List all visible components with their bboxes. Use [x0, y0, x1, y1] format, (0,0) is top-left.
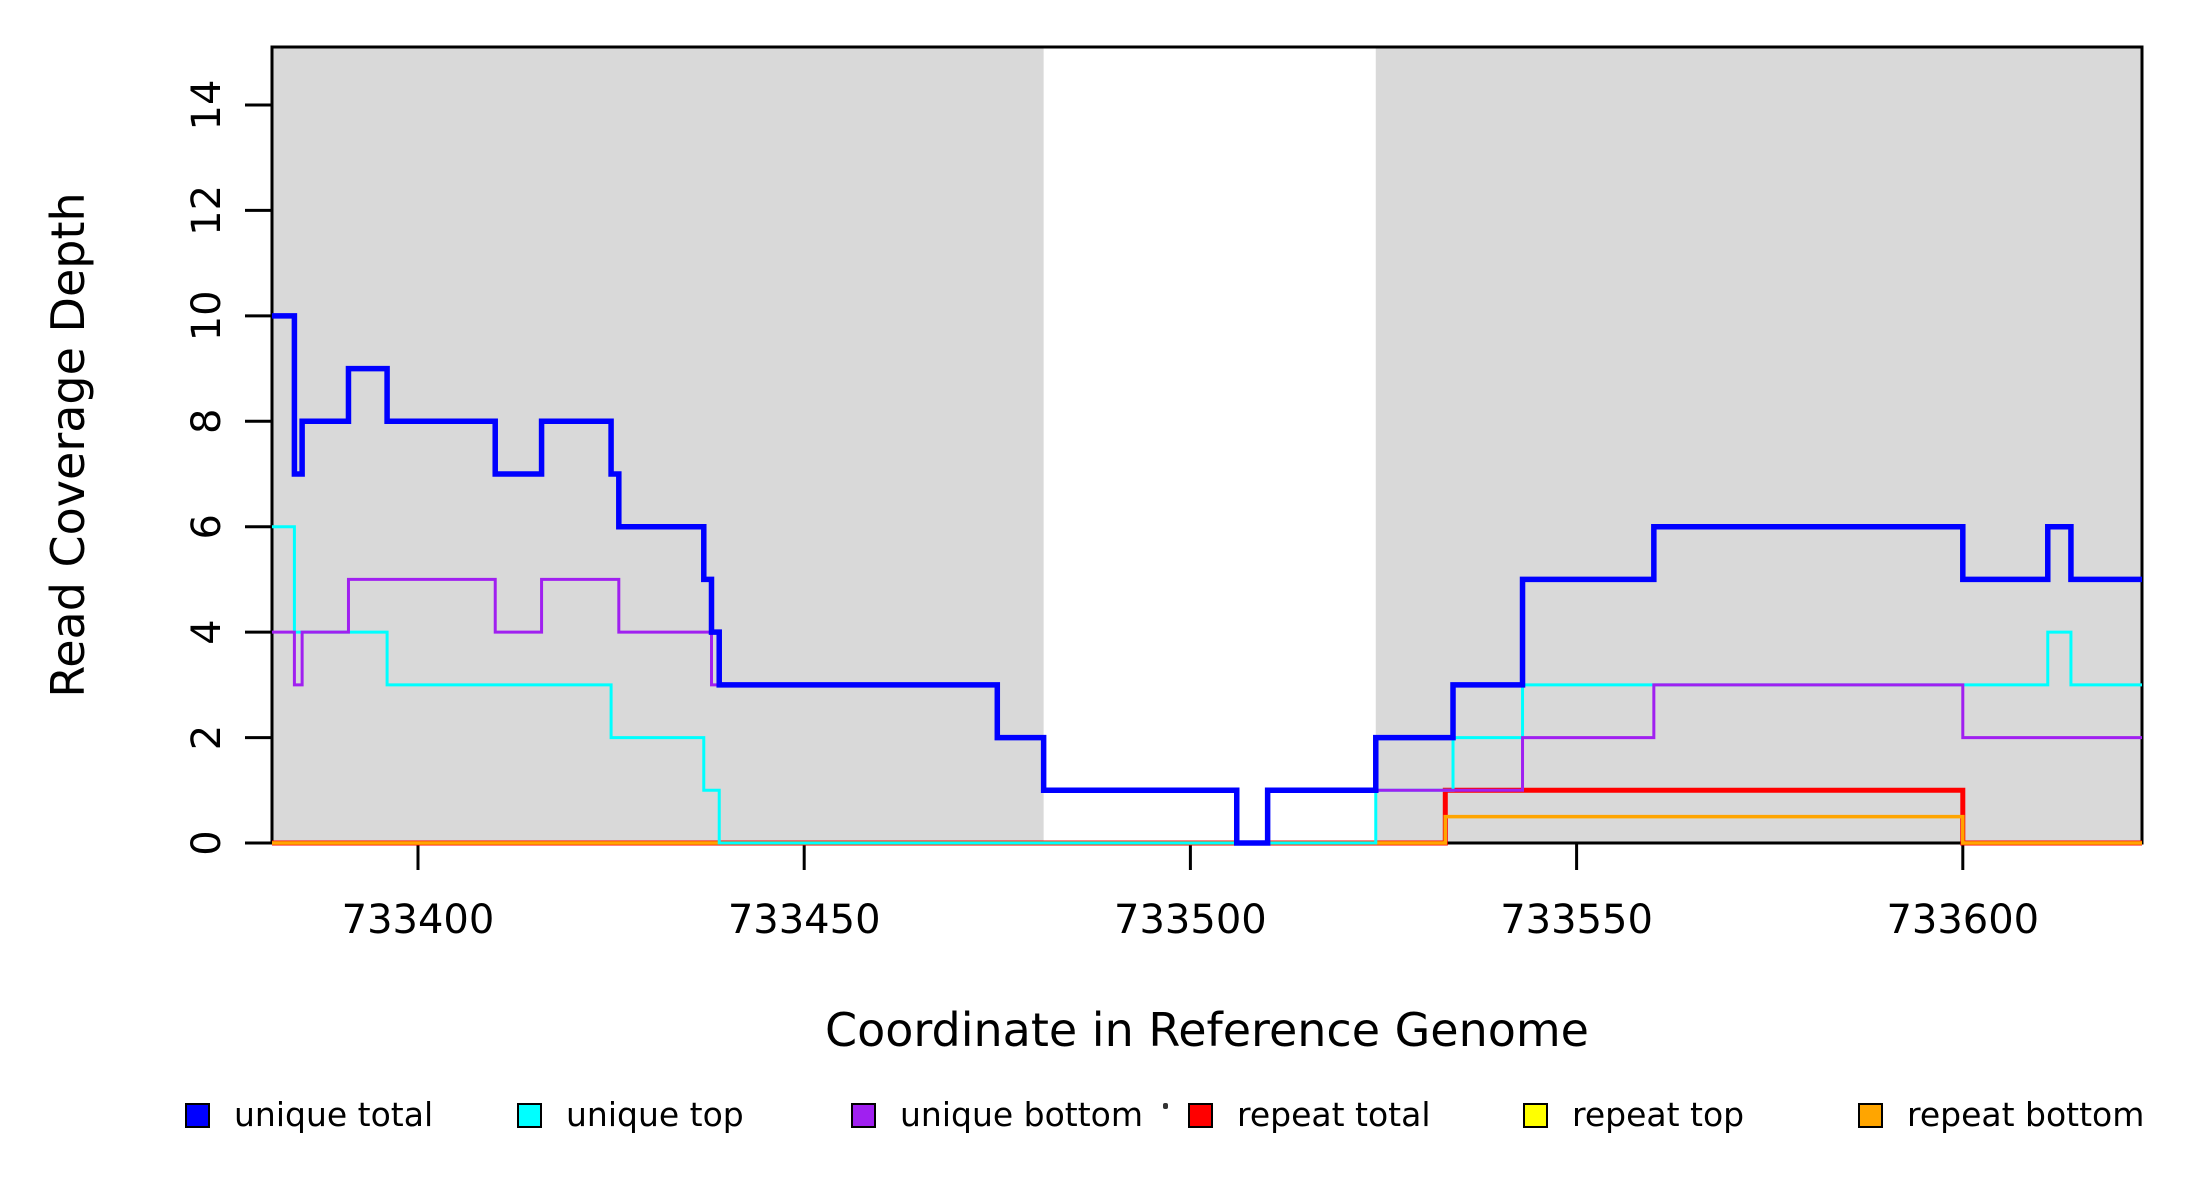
x-tick-label: 733500: [1114, 897, 1267, 943]
x-tick-label: 733450: [728, 897, 881, 943]
legend-swatch-unique-top: [517, 1102, 542, 1128]
legend-swatch-repeat-bottom: [1858, 1102, 1883, 1128]
y-tick-label: 4: [184, 619, 230, 644]
y-tick-label: 14: [184, 80, 230, 131]
y-tick-label: 0: [184, 830, 230, 855]
stray-mark: [1163, 1103, 1168, 1109]
legend-label: unique bottom: [900, 1095, 1144, 1134]
series-layer: [272, 313, 2142, 846]
y-tick-label: 10: [184, 290, 230, 341]
legend-item-unique-total: unique total: [185, 1098, 433, 1132]
y-axis-title: Read Coverage Depth: [41, 192, 95, 697]
repeat-region-shading: [272, 47, 1044, 843]
legend-item-repeat-total: repeat total: [1188, 1098, 1431, 1132]
x-tick-label: 733550: [1500, 897, 1653, 943]
legend-swatch-repeat-top: [1523, 1102, 1548, 1128]
legend-swatch-unique-bottom: [851, 1102, 876, 1128]
legend-label: repeat bottom: [1907, 1095, 2145, 1134]
legend-item-unique-bottom: unique bottom: [851, 1098, 1143, 1132]
y-tick-label: 6: [184, 514, 230, 539]
y-tick-label: 8: [184, 409, 230, 434]
legend-swatch-unique-total: [185, 1102, 210, 1128]
legend-item-repeat-bottom: repeat bottom: [1858, 1098, 2144, 1132]
series-unique-total: [272, 313, 2142, 846]
repeat-region-shading-layer: [272, 47, 2142, 843]
x-tick-label: 733400: [342, 897, 495, 943]
x-tick-label: 733600: [1886, 897, 2039, 943]
legend-label: repeat top: [1572, 1095, 1745, 1134]
y-tick-label: 12: [184, 185, 230, 236]
x-axis-title: Coordinate in Reference Genome: [825, 1003, 1589, 1057]
legend-swatch-repeat-total: [1188, 1102, 1213, 1128]
repeat-region-shading: [1375, 47, 2142, 843]
legend-label: unique total: [234, 1095, 434, 1134]
legend-label: unique top: [566, 1095, 744, 1134]
y-tick-label: 2: [184, 725, 230, 750]
legend-label: repeat total: [1237, 1095, 1431, 1134]
legend-item-unique-top: unique top: [517, 1098, 744, 1132]
legend-item-repeat-top: repeat top: [1523, 1098, 1744, 1132]
series-unique-top: [272, 525, 2142, 845]
